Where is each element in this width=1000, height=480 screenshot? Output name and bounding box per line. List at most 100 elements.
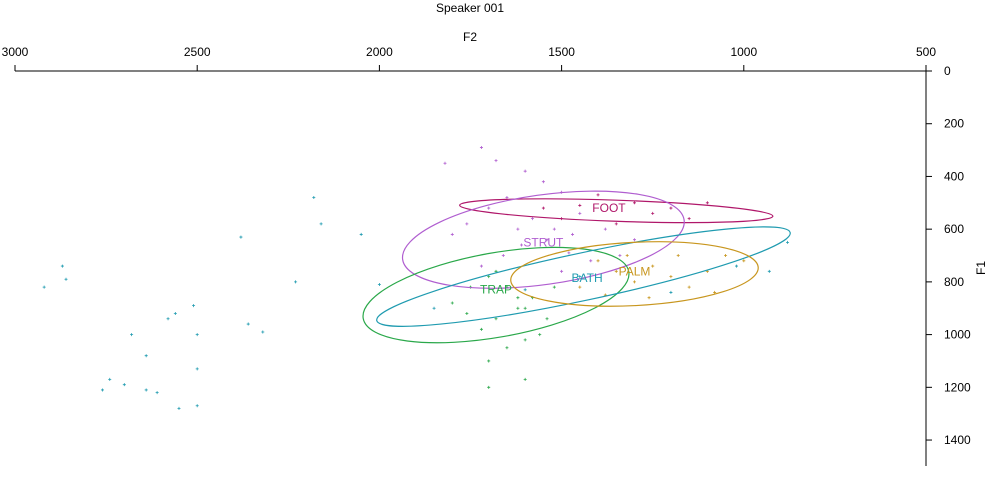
data-point: [450, 232, 454, 236]
data-point: [687, 285, 691, 289]
data-point: [487, 206, 491, 210]
data-point: [319, 222, 323, 226]
y-tick-label: 600: [944, 222, 964, 236]
data-point: [632, 238, 636, 242]
data-point: [625, 254, 629, 258]
data-point: [578, 285, 582, 289]
data-point: [166, 317, 170, 321]
data-point: [713, 290, 717, 294]
label-foot: FOOT: [592, 201, 626, 215]
data-point: [359, 232, 363, 236]
data-point: [239, 235, 243, 239]
data-point: [195, 333, 199, 337]
data-point: [669, 206, 673, 210]
data-point: [742, 259, 746, 263]
data-point: [541, 206, 545, 210]
data-point: [520, 243, 524, 247]
data-point: [676, 254, 680, 258]
x-tick-label: 1500: [548, 45, 575, 59]
y-tick-label: 800: [944, 275, 964, 289]
data-point: [578, 211, 582, 215]
data-point: [545, 317, 549, 321]
data-point: [523, 306, 527, 310]
x-tick-label: 500: [916, 45, 936, 59]
data-point: [560, 269, 564, 273]
data-point: [100, 388, 104, 392]
data-point: [571, 232, 575, 236]
data-point: [538, 333, 542, 337]
data-point: [505, 196, 509, 200]
data-point: [523, 338, 527, 342]
y-tick-label: 1000: [944, 328, 971, 342]
data-point: [578, 275, 582, 279]
data-point: [614, 269, 618, 273]
data-point: [450, 301, 454, 305]
ellipse-foot: [459, 198, 774, 224]
data-point: [144, 354, 148, 358]
x-tick-label: 1000: [730, 45, 757, 59]
data-point: [494, 159, 498, 163]
data-point: [735, 264, 739, 268]
data-point: [42, 285, 46, 289]
y-axis-label: F1: [974, 261, 988, 275]
data-point: [687, 217, 691, 221]
data-point: [479, 264, 483, 268]
data-point: [173, 312, 177, 316]
data-point: [487, 359, 491, 363]
y-tick-label: 1400: [944, 433, 971, 447]
data-point: [465, 222, 469, 226]
data-point: [144, 388, 148, 392]
x-tick-label: 2500: [184, 45, 211, 59]
data-point: [122, 383, 126, 387]
data-point: [195, 404, 199, 408]
data-point: [767, 269, 771, 273]
data-point: [596, 259, 600, 263]
data-point: [377, 283, 381, 287]
label-palm: PALM: [619, 264, 651, 278]
label-bath: BATH: [572, 271, 603, 285]
data-point: [155, 391, 159, 395]
ellipse-trap: [362, 246, 630, 344]
data-point: [705, 201, 709, 205]
label-trap: TRAP: [480, 283, 512, 297]
data-point: [786, 240, 790, 244]
data-point: [669, 275, 673, 279]
data-point: [494, 317, 498, 321]
data-point: [545, 238, 549, 242]
x-tick-label: 2000: [366, 45, 393, 59]
x-ticks: 3000 2500 2000 1500 1000 500: [2, 45, 936, 71]
data-point: [177, 406, 181, 410]
data-point: [108, 377, 112, 381]
data-point: [541, 180, 545, 184]
x-tick-label: 3000: [2, 45, 29, 59]
x-axis-label: F2: [463, 30, 477, 44]
data-point: [523, 377, 527, 381]
data-point: [261, 330, 265, 334]
data-point: [487, 275, 491, 279]
data-point: [443, 161, 447, 165]
y-tick-label: 200: [944, 117, 964, 131]
data-point: [64, 277, 68, 281]
data-point: [567, 251, 571, 255]
data-point: [465, 312, 469, 316]
vowel-labels: FOOT STRUT TRAP BATH PALM: [480, 201, 650, 297]
data-point: [724, 254, 728, 258]
data-point: [603, 227, 607, 231]
data-point: [479, 145, 483, 149]
data-point: [578, 203, 582, 207]
data-points: [42, 145, 790, 410]
ellipse-bath: [376, 226, 791, 327]
data-point: [505, 346, 509, 350]
data-point: [516, 306, 520, 310]
data-point: [246, 322, 250, 326]
y-tick-label: 1200: [944, 380, 971, 394]
ellipse-strut: [401, 190, 685, 289]
data-point: [589, 259, 593, 263]
data-point: [130, 333, 134, 337]
y-tick-label: 400: [944, 169, 964, 183]
data-point: [516, 296, 520, 300]
data-point: [618, 254, 622, 258]
data-point: [501, 254, 505, 258]
data-point: [432, 306, 436, 310]
